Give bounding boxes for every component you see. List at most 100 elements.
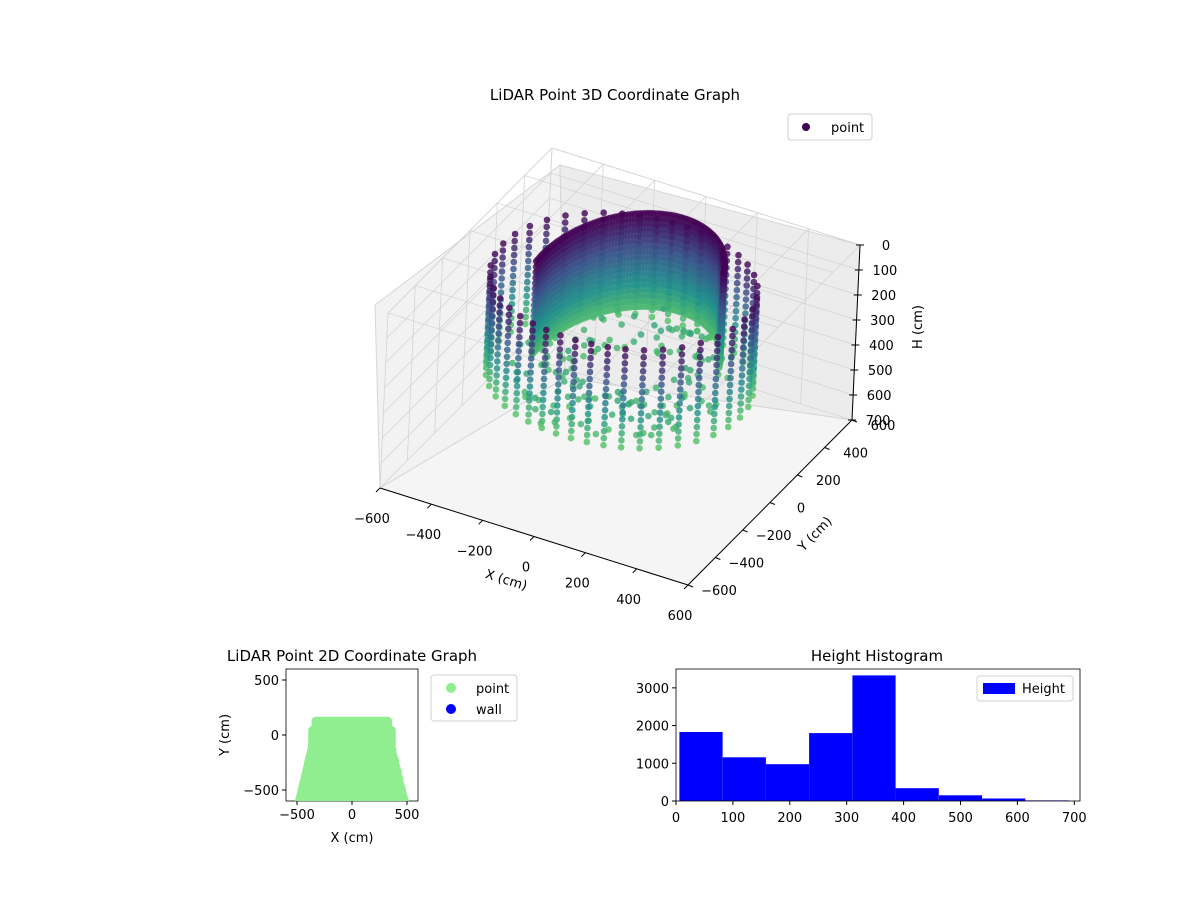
lidar-point-3d xyxy=(580,353,587,360)
lidar-point-3d xyxy=(680,315,687,322)
lidar-point-3d xyxy=(543,334,550,341)
lidar-point-3d xyxy=(525,258,532,265)
lidar-point-3d xyxy=(568,421,575,428)
lidar-point-3d xyxy=(526,244,533,251)
lidar-point-3d xyxy=(524,272,531,279)
y-tick-label-3d: −600 xyxy=(701,584,737,599)
lidar-point-3d xyxy=(744,261,751,268)
x-tick-3d xyxy=(479,520,483,524)
lidar-point-3d xyxy=(505,333,512,340)
lidar-point-3d xyxy=(585,404,592,411)
lidar-point-3d xyxy=(682,266,689,273)
lidar-point-3d xyxy=(738,379,745,386)
lidar-point-3d xyxy=(687,331,694,338)
lidar-point-3d xyxy=(726,396,733,403)
lidar-point-3d xyxy=(542,355,549,362)
lidar-point-3d xyxy=(569,400,576,407)
lidar-point-3d xyxy=(639,382,646,389)
lidar-point-3d xyxy=(698,230,705,237)
lidar-point-3d xyxy=(541,376,548,383)
lidar-point-3d xyxy=(543,224,550,231)
lidar-point-3d xyxy=(677,386,684,393)
lidar-point-3d xyxy=(698,244,705,251)
z-tick-label-3d: 500 xyxy=(868,364,893,379)
lidar-point-3d xyxy=(618,321,625,328)
lidar-point-3d xyxy=(658,395,665,402)
lidar-point-3d xyxy=(581,342,588,349)
lidar-point-3d xyxy=(543,238,550,245)
lidar-point-3d xyxy=(604,358,611,365)
lidar-point-3d xyxy=(638,410,645,417)
lidar-point-3d xyxy=(514,376,521,383)
lidar-point-3d xyxy=(514,390,521,397)
lidar-point-3d xyxy=(584,432,591,439)
lidar-point-3d xyxy=(600,209,607,216)
lidar-point-3d xyxy=(555,381,562,388)
lidar-point-3d xyxy=(744,268,751,275)
lidar-point-3d xyxy=(544,217,551,224)
lidar-point-3d xyxy=(693,431,700,438)
y-tick-3d xyxy=(770,503,775,505)
lidar-point-3d xyxy=(678,365,685,372)
y-tick-label-3d: −400 xyxy=(728,557,764,572)
lidar-point-3d xyxy=(697,361,704,368)
lidar-point-3d xyxy=(493,372,500,379)
lidar-point-3d xyxy=(563,369,570,376)
lidar-point-3d xyxy=(569,414,576,421)
lidar-point-3d xyxy=(523,307,530,314)
lidar-point-3d xyxy=(523,293,530,300)
lidar-point-3d xyxy=(697,251,704,258)
lidar-point-3d xyxy=(555,388,562,395)
lidar-point-3d xyxy=(659,367,666,374)
lidar-point-3d xyxy=(528,348,535,355)
lidar-point-3d xyxy=(697,258,704,265)
lidar-point-3d xyxy=(588,341,595,348)
lidar-point-3d xyxy=(498,282,505,289)
lidar-point-3d xyxy=(502,382,509,389)
lidar-point-3d xyxy=(494,365,501,372)
lidar-point-3d xyxy=(733,308,740,315)
lidar-point-3d xyxy=(525,418,532,425)
chart-2d-title: LiDAR Point 2D Coordinate Graph xyxy=(227,647,477,665)
lidar-point-3d xyxy=(737,400,744,407)
lidar-point-3d xyxy=(706,402,713,409)
lidar-point-3d xyxy=(694,417,701,424)
lidar-point-3d xyxy=(540,383,547,390)
lidar-point-3d xyxy=(651,322,658,329)
lidar-point-3d xyxy=(683,245,690,252)
lidar-point-3d xyxy=(587,355,594,362)
lidar-point-3d xyxy=(741,316,748,323)
lidar-point-3d xyxy=(748,348,755,355)
lidar-point-3d xyxy=(568,428,575,435)
lidar-point-3d xyxy=(726,403,733,410)
lidar-point-3d xyxy=(712,390,719,397)
lidar-point-3d xyxy=(712,383,719,390)
y-axis-label-3d: Y (cm) xyxy=(795,514,836,555)
lidar-point-3d xyxy=(659,374,666,381)
lidar-point-3d xyxy=(503,361,510,368)
lidar-point-3d xyxy=(726,410,733,417)
lidar-point-3d xyxy=(680,308,687,315)
lidar-point-3d xyxy=(523,300,530,307)
lidar-point-3d xyxy=(488,348,495,355)
lidar-point-3d xyxy=(749,327,756,334)
lidar-point-3d xyxy=(711,404,718,411)
lidar-point-3d xyxy=(679,351,686,358)
lidar-point-3d xyxy=(584,439,591,446)
lidar-point-3d xyxy=(489,313,496,320)
lidar-point-3d xyxy=(570,393,577,400)
lidar-point-3d xyxy=(604,365,611,372)
lidar-point-3d xyxy=(746,390,753,397)
lidar-point-3d xyxy=(675,428,682,435)
lidar-point-3d xyxy=(588,348,595,355)
lidar-point-3d xyxy=(505,326,512,333)
lidar-point-3d xyxy=(555,374,562,381)
lidar-point-3d xyxy=(742,303,749,310)
lidar-point-3d xyxy=(488,327,495,334)
lidar-point-3d xyxy=(490,292,497,299)
lidar-point-3d xyxy=(618,444,625,451)
lidar-point-3d xyxy=(660,353,667,360)
lidar-point-3d xyxy=(734,280,741,287)
lidar-point-3d xyxy=(526,237,533,244)
lidar-point-3d xyxy=(728,368,735,375)
